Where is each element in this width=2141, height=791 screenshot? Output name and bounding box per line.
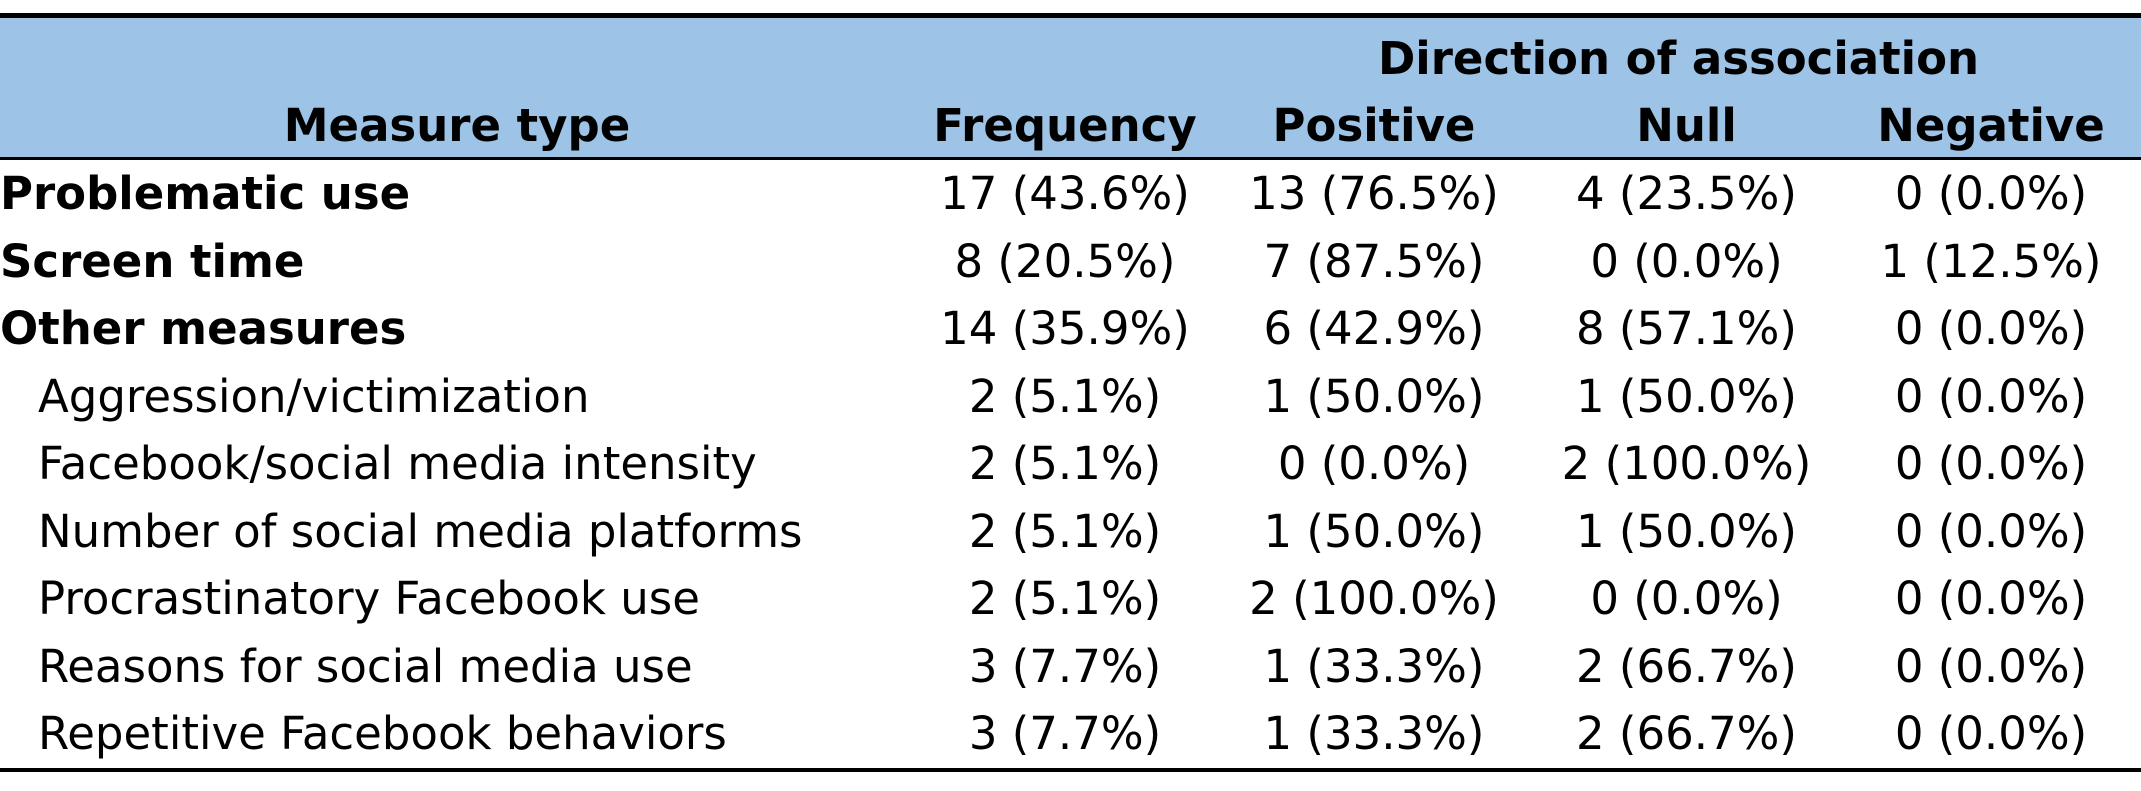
table-row: Screen time 8 (20.5%) 7 (87.5%) 0 (0.0%) 1 (… <box>0 228 2141 296</box>
negative-cell: 0 (0.0%) <box>1894 167 2088 221</box>
table-row: Procrastinatory Facebook use 2 (5.1%) 2 (1… <box>0 565 2141 633</box>
frequency-cell: 2 (5.1%) <box>968 504 1162 558</box>
negative-cell: 0 (0.0%) <box>1894 504 2088 558</box>
measure-type-header: Measure type <box>0 85 914 160</box>
table-row: Problematic use 17 (43.6%) 13 (76.5%) 4 (23… <box>0 159 2141 228</box>
null-cell: 0 (0.0%) <box>1590 572 1783 626</box>
positive-cell: 1 (33.3%) <box>1216 700 1532 772</box>
table-row: Facebook/social media intensity 2 (5.1%) 0… <box>0 430 2141 498</box>
measure-type-cell: Problematic use <box>0 167 411 221</box>
frequency-cell: 8 (20.5%) <box>954 234 1176 288</box>
null-cell: 4 (23.5%) <box>1575 167 1797 221</box>
association-table: Direction of association Measure type Fr… <box>0 13 2141 772</box>
negative-cell: 0 (0.0%) <box>1841 700 2141 772</box>
frequency-cell: 2 (5.1%) <box>968 437 1162 491</box>
positive-cell: 0 (0.0%) <box>1277 437 1471 491</box>
measure-type-cell: Other measures <box>0 302 407 356</box>
positive-cell: 1 (33.3%) <box>1263 639 1485 693</box>
null-cell: 2 (66.7%) <box>1532 700 1841 772</box>
table-row: Aggression/victimization 2 (5.1%) 1 (50.0%… <box>0 363 2141 431</box>
negative-cell: 0 (0.0%) <box>1894 369 2088 423</box>
negative-header: Negative <box>1841 85 2141 160</box>
negative-cell: 0 (0.0%) <box>1894 639 2088 693</box>
frequency-cell: 3 (7.7%) <box>914 700 1216 772</box>
positive-cell: 13 (76.5%) <box>1249 167 1499 221</box>
header-row-columns: Measure type Frequency Positive Null Neg… <box>0 85 2141 160</box>
positive-cell: 1 (50.0%) <box>1263 369 1485 423</box>
frequency-cell: 2 (5.1%) <box>968 369 1162 423</box>
frequency-header: Frequency <box>914 85 1216 160</box>
frequency-cell: 17 (43.6%) <box>940 167 1190 221</box>
null-cell: 1 (50.0%) <box>1575 504 1797 558</box>
table-row: Number of social media platforms 2 (5.1%)… <box>0 498 2141 566</box>
negative-cell: 0 (0.0%) <box>1894 437 2088 491</box>
measure-type-cell: Number of social media platforms <box>38 504 803 558</box>
header-empty-cell <box>0 18 914 85</box>
measure-type-cell: Facebook/social media intensity <box>38 437 757 491</box>
null-cell: 2 (100.0%) <box>1561 437 1812 491</box>
table-row: Other measures 14 (35.9%) 6 (42.9%) 8 (57.1… <box>0 295 2141 363</box>
frequency-cell: 3 (7.7%) <box>968 639 1162 693</box>
table-body: Problematic use 17 (43.6%) 13 (76.5%) 4 (23… <box>0 159 2141 772</box>
null-cell: 0 (0.0%) <box>1590 234 1783 288</box>
positive-cell: 2 (100.0%) <box>1249 572 1499 626</box>
measure-type-cell: Aggression/victimization <box>38 369 590 423</box>
measure-type-cell: Reasons for social media use <box>38 639 693 693</box>
measure-type-cell: Repetitive Facebook behaviors <box>0 700 914 772</box>
null-cell: 2 (66.7%) <box>1575 639 1797 693</box>
measure-type-cell: Screen time <box>0 234 305 288</box>
negative-cell: 0 (0.0%) <box>1894 302 2088 356</box>
direction-of-association-header: Direction of association <box>1216 18 2141 85</box>
measure-type-cell: Procrastinatory Facebook use <box>38 572 700 626</box>
positive-header: Positive <box>1216 85 1532 160</box>
frequency-cell: 2 (5.1%) <box>968 572 1162 626</box>
negative-cell: 0 (0.0%) <box>1894 572 2088 626</box>
null-cell: 8 (57.1%) <box>1575 302 1797 356</box>
header-empty-cell <box>914 18 1216 85</box>
header-row-group: Direction of association <box>0 18 2141 85</box>
frequency-cell: 14 (35.9%) <box>940 302 1190 356</box>
table-row: Reasons for social media use 3 (7.7%) 1 (3… <box>0 633 2141 701</box>
table-row: Repetitive Facebook behaviors 3 (7.7%) 1 (… <box>0 700 2141 772</box>
null-cell: 1 (50.0%) <box>1575 369 1797 423</box>
negative-cell: 1 (12.5%) <box>1880 234 2102 288</box>
positive-cell: 7 (87.5%) <box>1263 234 1485 288</box>
positive-cell: 1 (50.0%) <box>1263 504 1485 558</box>
null-header: Null <box>1532 85 1841 160</box>
positive-cell: 6 (42.9%) <box>1263 302 1485 356</box>
